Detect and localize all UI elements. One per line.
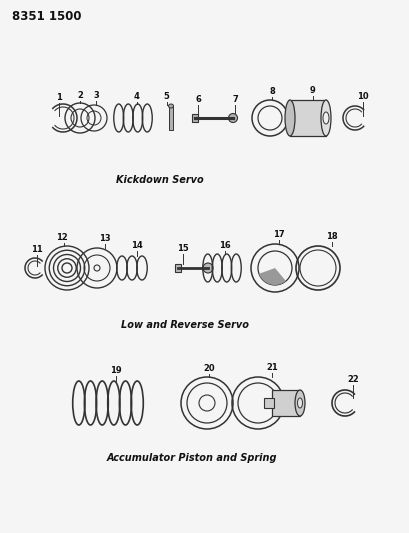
Text: 3: 3 xyxy=(93,91,99,100)
Text: 11: 11 xyxy=(31,245,43,254)
Text: 14: 14 xyxy=(131,241,142,250)
Ellipse shape xyxy=(168,104,173,108)
Ellipse shape xyxy=(228,114,237,123)
Text: 18: 18 xyxy=(326,232,337,241)
Text: 10: 10 xyxy=(356,92,368,101)
Bar xyxy=(263,398,273,408)
Text: 15: 15 xyxy=(177,244,189,253)
Text: 7: 7 xyxy=(231,95,237,104)
Ellipse shape xyxy=(297,398,302,408)
Wedge shape xyxy=(258,268,285,285)
Bar xyxy=(289,100,325,136)
Text: 21: 21 xyxy=(265,363,277,372)
Text: Low and Reverse Servo: Low and Reverse Servo xyxy=(121,320,248,330)
Text: 22: 22 xyxy=(346,375,358,384)
Ellipse shape xyxy=(294,390,304,416)
Text: 17: 17 xyxy=(272,230,284,239)
Text: Accumulator Piston and Spring: Accumulator Piston and Spring xyxy=(106,453,276,463)
Ellipse shape xyxy=(284,100,294,136)
Text: 5: 5 xyxy=(163,92,169,101)
Text: 13: 13 xyxy=(99,234,110,243)
Text: 8351 1500: 8351 1500 xyxy=(12,10,81,23)
Text: 9: 9 xyxy=(309,86,315,95)
Bar xyxy=(191,114,198,122)
Bar xyxy=(175,264,180,272)
Text: 16: 16 xyxy=(218,241,230,250)
Text: 2: 2 xyxy=(77,91,83,100)
Text: 6: 6 xyxy=(195,95,200,104)
Text: Kickdown Servo: Kickdown Servo xyxy=(116,175,203,185)
Text: 20: 20 xyxy=(203,364,214,373)
Text: 4: 4 xyxy=(134,92,139,101)
Text: 8: 8 xyxy=(268,87,274,96)
Ellipse shape xyxy=(320,100,330,136)
Ellipse shape xyxy=(202,263,213,273)
Text: 19: 19 xyxy=(110,366,121,375)
Text: 1: 1 xyxy=(56,93,62,102)
Text: 12: 12 xyxy=(56,233,68,242)
Ellipse shape xyxy=(322,112,328,124)
Bar xyxy=(271,390,299,416)
Bar xyxy=(169,106,173,130)
